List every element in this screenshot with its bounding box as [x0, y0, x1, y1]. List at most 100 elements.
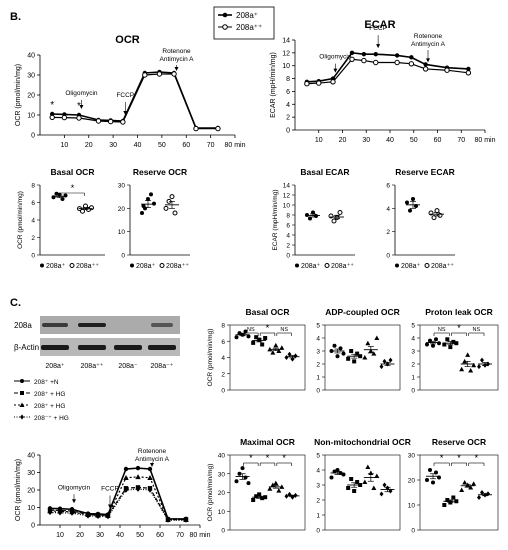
y-tick-label: 0 — [316, 388, 320, 395]
significance-star: * — [77, 101, 81, 112]
y-tick-label: 8 — [31, 183, 35, 190]
data-point — [448, 345, 453, 350]
y-tick-label: 2 — [316, 498, 320, 505]
data-point — [477, 364, 481, 370]
chart-title: Non-mitochondrial OCR — [314, 437, 411, 447]
y-axis-label: OCR (pmol/min/mg) — [17, 191, 24, 249]
significance-label: * — [440, 453, 444, 463]
data-point — [193, 125, 199, 132]
legend-label: 208⁺ + HG — [34, 391, 65, 398]
data-point — [444, 67, 450, 73]
chart-reserve_ecar_b: Reserve ECAR 0 2 4 6 208a⁺ 208a⁺⁺ — [386, 167, 455, 270]
x-tick-label: 80 min — [224, 142, 245, 149]
data-point — [57, 510, 63, 516]
x-tick-label: 20 — [339, 137, 347, 144]
injection-arrow-head — [376, 44, 381, 49]
blot-lane-label: 208a⁻⁺ — [151, 363, 174, 370]
y-tick-label: 40 — [27, 453, 35, 460]
data-point — [451, 495, 456, 500]
y-tick-label: 0 — [221, 388, 225, 395]
x-tick-label: 40 — [116, 532, 124, 539]
legend-marker — [295, 263, 299, 268]
data-point — [120, 119, 126, 125]
y-tick-label: 10 — [27, 505, 35, 512]
y-tick-label: 6 — [286, 223, 290, 230]
plot-frame — [419, 454, 499, 531]
data-point — [388, 357, 393, 363]
chart-c_ocr_time: 0 10 20 30 40 10 20 30 40 50 60 70 80 min OCR (pmol/m… — [15, 448, 211, 539]
data-point — [362, 479, 368, 484]
y-tick-label: 0 — [286, 253, 290, 260]
data-point — [51, 195, 56, 200]
data-point — [349, 50, 355, 56]
data-point — [304, 81, 310, 87]
significance-label: NS — [280, 327, 288, 333]
blot-band-actin — [148, 345, 176, 350]
chart-title: Reserve ECAR — [395, 167, 455, 177]
y-tick-label: 2 — [31, 235, 35, 242]
x-tick-label: 80 min — [189, 532, 210, 539]
plot-frame — [324, 324, 401, 391]
data-point — [411, 197, 415, 201]
data-point — [362, 355, 368, 360]
x-tick-label: 60 — [434, 137, 442, 144]
y-tick-label: 14 — [282, 38, 290, 45]
legend-label: 208⁺ +N — [34, 379, 59, 386]
data-point — [471, 362, 477, 368]
y-tick-label: 2 — [286, 243, 290, 250]
y-tick-label: 20 — [27, 488, 35, 495]
chart-reserve_ocr_b: Reserve OCR 0 10 20 30 208a⁺ 208a⁺⁺ — [118, 167, 190, 270]
x-tick-label: 60 — [156, 532, 164, 539]
data-point — [374, 473, 380, 478]
data-point — [279, 345, 285, 350]
data-point — [422, 66, 429, 72]
data-point — [338, 346, 343, 351]
annotation-oligomycin: Oligomycin — [58, 484, 91, 491]
data-point — [284, 355, 289, 360]
y-tick-label: 1 — [411, 375, 415, 382]
blot-band-actin — [78, 345, 106, 350]
legend-marker — [222, 24, 228, 30]
data-point — [257, 492, 262, 497]
chart-basal_ocr_b: Basal OCR 0 2 4 6 8 OCR (pmol/min/mg) * 208a⁺ 208… — [17, 167, 105, 270]
data-point — [276, 488, 282, 493]
chart-title: Basal OCR — [246, 307, 290, 317]
blot-band-208a — [42, 323, 68, 327]
data-point — [314, 214, 318, 218]
y-tick-label: 20 — [118, 206, 126, 213]
data-point — [123, 466, 129, 472]
y-tick-label: 4 — [286, 233, 290, 240]
data-point — [254, 335, 259, 340]
data-point — [371, 351, 377, 356]
data-point — [251, 340, 256, 345]
significance-label: * — [457, 453, 461, 463]
y-tick-label: 20 — [27, 93, 35, 100]
y-axis-label: ECAR (mpH/min/mg) — [270, 52, 277, 118]
x-tick-label: 30 — [362, 137, 370, 144]
legend-marker — [222, 12, 228, 18]
x-tick-label: 10 — [56, 532, 64, 539]
chart-title: OCR — [115, 34, 140, 46]
chart-c_basal: Basal OCR 0 2 4 6 8 OCR (pmol/min/mg) NS * NS — [207, 307, 306, 395]
y-tick-label: 4 — [386, 206, 390, 213]
data-point — [428, 338, 432, 343]
y-tick-label: 2 — [411, 362, 415, 369]
y-tick-label: 1 — [316, 375, 320, 382]
y-tick-label: 5 — [316, 323, 320, 330]
data-point — [267, 486, 273, 491]
chart-ocr_time: OCR 0 10 20 30 40 10 20 30 40 50 60 70 80 min OCR (pmo… — [15, 34, 246, 149]
data-point — [346, 356, 351, 361]
legend-marker — [130, 263, 134, 268]
y-tick-label: 30 — [408, 453, 416, 460]
series-line-1 — [49, 486, 186, 521]
legend-label: 208a⁺⁺ — [431, 263, 454, 270]
significance-star: * — [50, 100, 54, 111]
data-point — [85, 513, 91, 519]
blot-row-208a — [40, 316, 180, 334]
blot-band-208a — [151, 323, 173, 327]
data-point — [141, 204, 146, 208]
data-point — [147, 487, 153, 493]
chart-title: Maximal OCR — [240, 437, 295, 447]
significance-label: * — [475, 453, 479, 463]
